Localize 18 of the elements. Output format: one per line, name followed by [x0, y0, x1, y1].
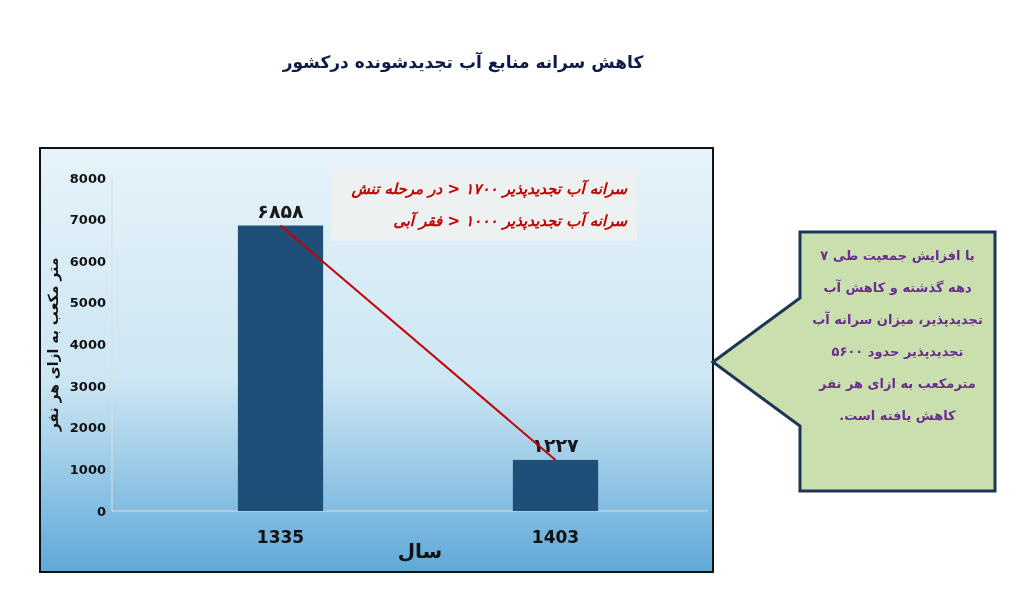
x-axis-title: سال [397, 539, 443, 563]
x-tick-label: 1403 [531, 527, 580, 547]
y-tick-label: 1000 [69, 461, 106, 477]
y-tick-label: 7000 [69, 212, 106, 228]
y-tick-label: 2000 [69, 420, 106, 436]
y-tick-label: 6000 [69, 253, 106, 269]
y-tick-label: 3000 [69, 378, 106, 394]
y-tick-label: 8000 [69, 170, 106, 186]
data-label: ۶۸۵۸ [257, 199, 305, 222]
chart-title: کاهش سرانه منابع آب تجدیدشونده درکشور [281, 51, 644, 73]
annotation: سرانه آب تجدیدپذیر ۱۷۰۰ < در مرحله تنش [350, 179, 629, 198]
y-tick-label: 0 [96, 503, 106, 519]
y-tick-label: 4000 [69, 337, 106, 353]
text: با افزایش جمعیت طی ۷ دهه گذشته و کاهش آب تجدیدپذیر، میزان سرانه آب تجدیدپذیر حدود ۵۶۰۰ مترمکعب به ازای هر نفر کاهش یافته است. [812, 248, 983, 423]
y-axis-title: متر مکعب به ازای هر نفر [45, 257, 62, 433]
annotation: سرانه آب تجدیدپذیر ۱۰۰۰ < فقر آبی [393, 211, 629, 230]
y-tick-label: 5000 [69, 295, 106, 311]
x-tick-label: 1335 [256, 527, 305, 547]
